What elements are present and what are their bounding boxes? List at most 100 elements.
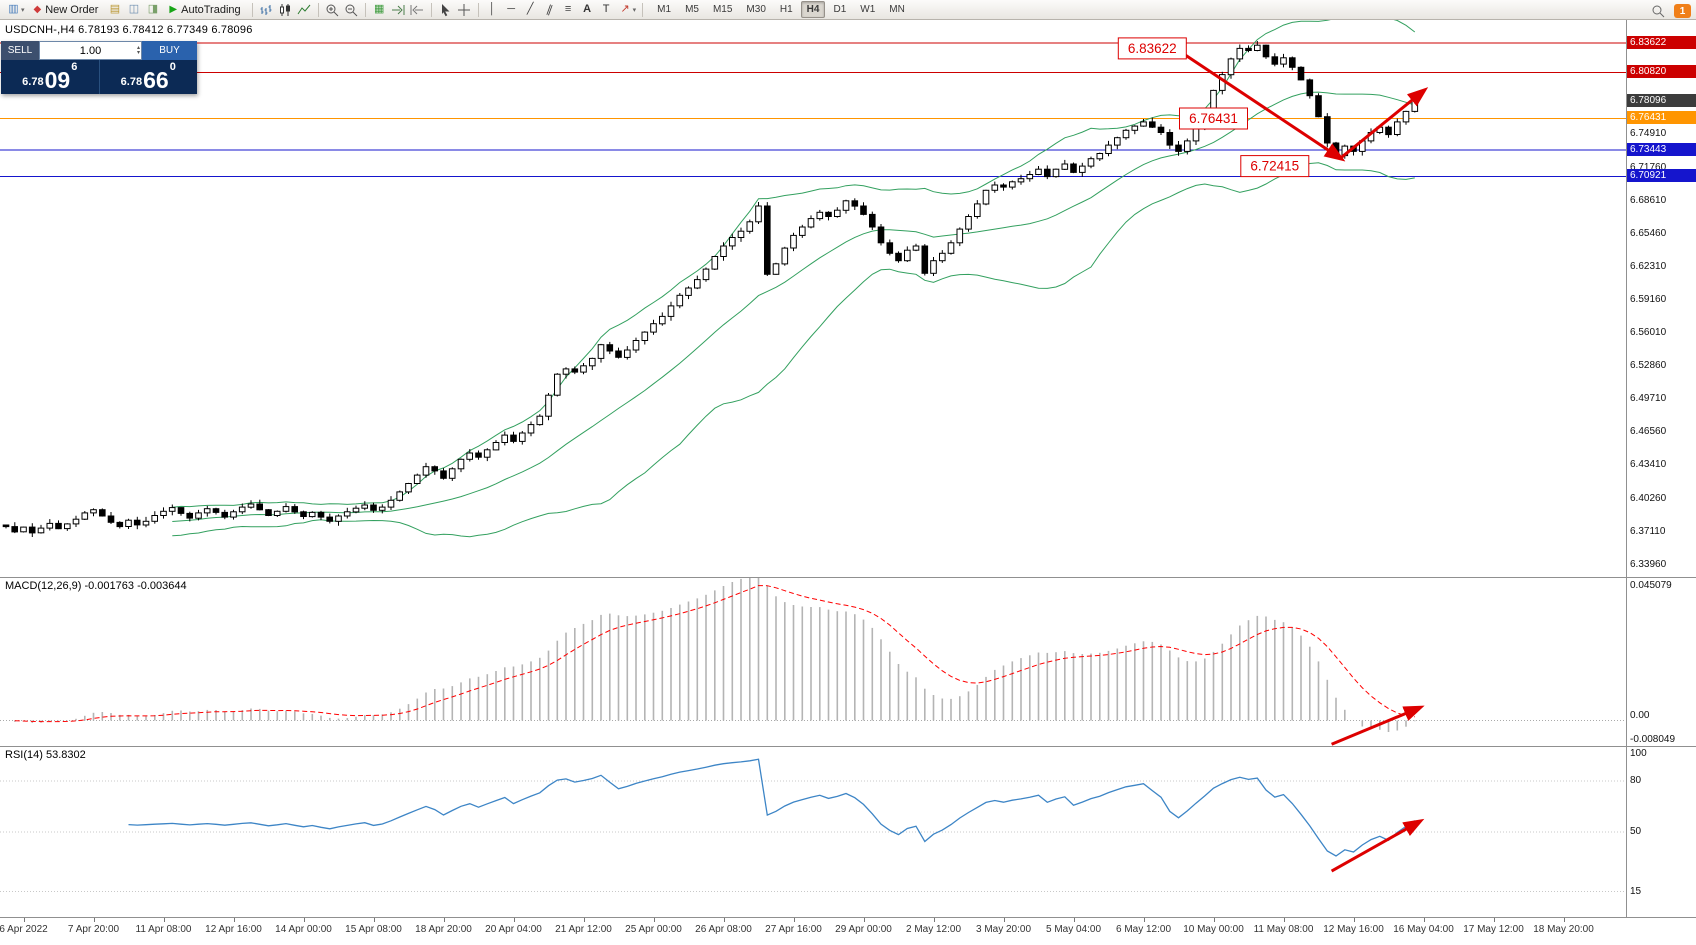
volume-increase-button[interactable]: ▴ [136,44,140,51]
auto-scroll-icon[interactable] [389,1,408,19]
candles-layer [2,41,1419,537]
rsi-panel-canvas[interactable] [0,747,1626,917]
text-icon[interactable]: A [583,3,592,15]
time-axis-tick [653,918,655,922]
fibonacci-icon[interactable]: ≡ [564,3,572,15]
macd-signal-line [14,585,1415,723]
sell-price[interactable]: 6.78 09 6 [1,60,99,94]
buy-price-big: 66 [143,67,169,93]
autotrading-label: AutoTrading [181,3,241,16]
horizontal-line-icon[interactable]: ─ [507,3,516,15]
text-label-icon[interactable]: T [602,3,610,15]
timeframe-button-d1[interactable]: D1 [833,4,847,15]
notification-badge[interactable]: 1 [1674,4,1691,18]
buy-price[interactable]: 6.78 66 0 [98,60,198,94]
volume-input[interactable]: 1.00 ▴ ▾ [39,41,142,60]
axis-label: 6.68610 [1630,194,1667,206]
arrows-dropdown-caret[interactable]: ▾ [632,6,637,14]
timeframe-button-h4[interactable]: H4 [800,1,826,18]
rsi-axis[interactable]: 100 80 50 15 [1627,747,1696,917]
market-watch-icon[interactable]: ▤ [109,3,121,15]
sell-button[interactable]: SELL [1,41,39,60]
equidistant-channel-icon[interactable]: ∥ [544,2,554,16]
macd-histogram [14,578,1416,732]
buy-button[interactable]: BUY [142,41,197,60]
vertical-line-icon[interactable]: │ [488,3,496,15]
time-axis-tick [723,918,725,922]
time-axis-label: 16 May 04:00 [1393,924,1454,935]
macd-panel-canvas[interactable] [0,578,1626,746]
time-axis-tick [1213,918,1215,922]
toolbar-right-group: 1 [1648,2,1691,20]
arrows-tool-icon[interactable]: ↗ [620,3,630,15]
rsi-trend-arrow[interactable] [1330,818,1425,873]
time-axis-label: 20 Apr 04:00 [485,924,542,935]
timeframe-button-m1[interactable]: M1 [657,4,672,15]
navigator-icon[interactable]: ◫ [128,3,140,15]
price-line-tag: 6.70921 [1627,169,1696,183]
axis-label: 6.43410 [1630,459,1667,471]
panel-divider[interactable] [0,746,1696,747]
tile-windows-icon[interactable]: ▦ [373,3,385,15]
time-axis-label: 25 Apr 00:00 [625,924,682,935]
time-axis-tick [303,918,305,922]
new-chart-dropdown-caret[interactable]: ▾ [21,6,25,14]
axis-label: 6.46560 [1630,426,1667,438]
volume-decrease-button[interactable]: ▾ [136,49,140,56]
timeframe-button-m15[interactable]: M15 [712,4,733,15]
macd-trend-arrow[interactable] [1331,705,1425,746]
candlestick-chart-icon[interactable] [276,1,295,19]
trendline-icon[interactable]: ╱ [526,3,534,15]
horizontal-lines-layer[interactable] [0,42,1626,177]
line-chart-icon[interactable] [295,1,314,19]
time-axis-label: 18 Apr 20:00 [415,924,472,935]
symbol-ohlc-line: USDCNH-,H4 6.78193 6.78412 6.77349 6.780… [5,24,253,36]
axis-label: 6.59160 [1630,293,1667,305]
terminal-icon[interactable]: ◨ [147,3,159,15]
rsi-level-lines [0,780,1626,892]
panel-divider[interactable] [0,577,1696,578]
bar-chart-icon[interactable] [257,1,276,19]
crosshair-icon[interactable] [455,1,474,19]
zoom-in-icon[interactable] [323,1,342,19]
search-icon[interactable] [1648,2,1667,20]
price-chart-canvas[interactable]: 6.83622 6.76431 6.72415 [0,20,1626,577]
time-axis-tick [23,918,25,922]
cursor-icon[interactable] [436,1,455,19]
axis-label: 6.37110 [1630,525,1666,537]
trend-annotations-layer[interactable]: 6.83622 6.76431 6.72415 [1117,37,1429,178]
axis-label: 50 [1630,826,1642,837]
new-order-button[interactable]: ◆ New Order [27,1,106,19]
new-order-icon: ◆ [33,3,42,15]
time-axis-label: 12 Apr 16:00 [205,924,262,935]
autotrading-button[interactable]: ▶ AutoTrading [162,1,247,19]
timeframe-toolbar: M1 M5 M15 M30 H1 H4 D1 W1 MN [651,1,911,18]
new-order-label: New Order [45,3,99,16]
time-axis-label: 2 May 12:00 [905,924,962,935]
svg-text:6.72415: 6.72415 [1250,159,1299,174]
svg-text:6.76431: 6.76431 [1189,111,1238,126]
zoom-out-icon[interactable] [342,1,361,19]
time-axis[interactable]: 6 Apr 2022 7 Apr 20:00 11 Apr 08:00 12 Apr … [0,918,1626,945]
time-axis-label: 3 May 20:00 [975,924,1032,935]
time-axis-label: 27 Apr 16:00 [765,924,822,935]
axis-label: 0.00 [1630,709,1650,721]
time-axis-divider [0,917,1696,918]
macd-axis[interactable]: 0.045079 0.00 -0.008049 [1627,578,1696,746]
price-axis[interactable]: 6.74910 6.71760 6.68610 6.65460 6.62310 6.591… [1627,20,1696,577]
new-chart-icon[interactable]: ▥ [8,3,19,15]
timeframe-button-m30[interactable]: M30 [746,4,766,15]
svg-text:6.83622: 6.83622 [1128,41,1177,56]
timeframe-button-w1[interactable]: W1 [860,4,876,15]
timeframe-button-h1[interactable]: H1 [779,4,793,15]
price-line-tag: 6.76431 [1627,111,1696,125]
sell-price-small: 6.78 [22,76,44,88]
time-axis-tick [233,918,235,922]
timeframe-button-mn[interactable]: MN [889,4,905,15]
time-axis-tick [163,918,165,922]
timeframe-button-m5[interactable]: M5 [685,4,699,15]
chart-shift-icon[interactable] [408,1,427,19]
toolbar-separator [430,2,432,17]
toolbar-separator [317,2,319,17]
